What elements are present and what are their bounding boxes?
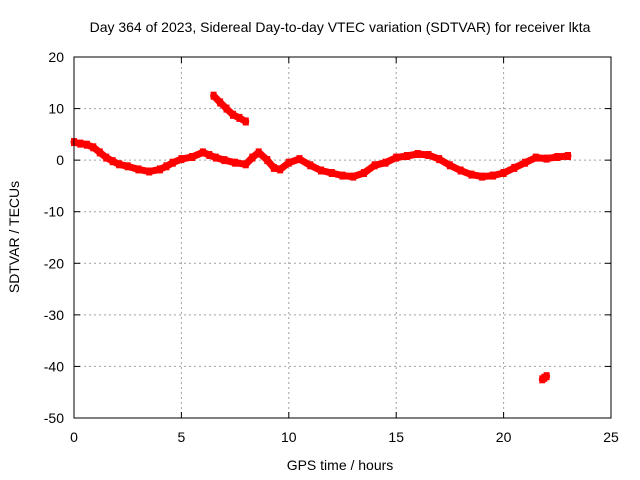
data-point: [210, 91, 217, 100]
data-point: [543, 372, 550, 381]
data-point: [532, 153, 539, 162]
data-point: [77, 139, 84, 148]
data-point: [169, 158, 176, 167]
data-point: [264, 156, 271, 165]
data-point: [90, 143, 97, 152]
data-point: [212, 153, 219, 162]
data-point: [163, 162, 170, 171]
data-point: [116, 160, 123, 169]
data-point: [285, 158, 292, 167]
x-tick-label: 15: [388, 429, 404, 445]
series-2: [538, 372, 551, 384]
data-point: [96, 148, 103, 157]
data-point: [436, 155, 443, 164]
data-point: [236, 113, 243, 122]
data-point: [103, 153, 110, 162]
data-point: [135, 165, 142, 174]
data-point: [178, 155, 185, 164]
x-tick-label: 20: [496, 429, 512, 445]
chart-title: Day 364 of 2023, Sidereal Day-to-day VTE…: [90, 19, 591, 35]
data-point: [554, 153, 561, 161]
data-point: [500, 169, 507, 177]
data-point: [206, 151, 213, 159]
data-point: [242, 160, 249, 169]
data-point: [189, 153, 196, 161]
y-tick-label: -20: [44, 255, 64, 271]
data-point: [371, 161, 378, 170]
data-point: [307, 161, 314, 170]
data-point: [446, 161, 453, 170]
data-point: [83, 140, 90, 149]
x-tick-label: 5: [178, 429, 186, 445]
x-axis-label: GPS time / hours: [287, 457, 394, 473]
data-point: [328, 169, 335, 177]
data-point: [457, 166, 464, 175]
data-point: [124, 162, 131, 171]
x-tick-label: 10: [281, 429, 297, 445]
data-point: [255, 148, 262, 157]
x-tick-label: 25: [603, 429, 619, 445]
data-point: [230, 110, 236, 119]
y-tick-label: -40: [44, 358, 64, 374]
y-tick-labels: -50 -40 -30 -20 -10 0 10 20: [44, 49, 64, 426]
data-point: [522, 158, 529, 167]
data-point: [511, 163, 518, 172]
data-point: [339, 171, 346, 180]
x-tick-labels: 0 5 10 15 20 25: [70, 429, 619, 445]
data-point: [361, 169, 367, 177]
grid: [74, 57, 611, 418]
x-tick-label: 0: [70, 429, 78, 445]
data-point: [489, 171, 496, 180]
y-tick-label: -10: [44, 204, 64, 220]
data-point: [414, 150, 421, 158]
data-point: [199, 148, 206, 157]
data-point: [296, 155, 303, 164]
data-point: [221, 156, 228, 165]
data-layer: [70, 91, 572, 384]
y-tick-label: 0: [56, 152, 64, 168]
data-point: [109, 157, 116, 166]
data-point: [223, 104, 230, 113]
data-point: [277, 165, 284, 174]
data-point: [403, 152, 410, 160]
y-tick-label: -50: [44, 410, 64, 426]
data-point: [270, 163, 277, 172]
data-point: [232, 158, 239, 167]
data-point: [156, 165, 163, 174]
data-point: [543, 154, 550, 163]
y-tick-label: 10: [48, 101, 64, 117]
data-point: [425, 151, 432, 159]
data-point: [479, 172, 486, 181]
data-point: [350, 172, 357, 181]
y-axis-label: SDTVAR / TECUs: [6, 181, 22, 293]
data-point: [318, 166, 324, 175]
data-point: [249, 153, 256, 162]
data-point: [382, 158, 389, 167]
series-1: [210, 91, 250, 126]
data-point: [146, 167, 153, 176]
data-point: [217, 98, 224, 107]
y-tick-label: 20: [48, 49, 64, 65]
data-point: [565, 152, 571, 160]
plot-frame: [73, 56, 612, 419]
data-point: [468, 170, 475, 179]
ticks: [73, 56, 612, 419]
data-point: [393, 153, 400, 162]
series-0: [70, 138, 572, 181]
y-tick-label: -30: [44, 307, 64, 323]
data-point: [242, 117, 249, 126]
